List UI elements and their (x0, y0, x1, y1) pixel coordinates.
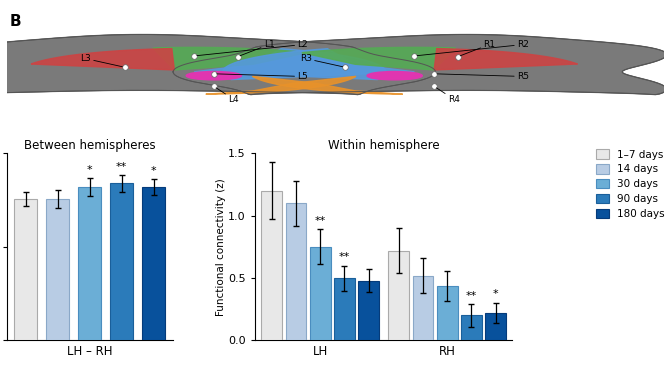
Ellipse shape (187, 71, 242, 80)
Polygon shape (223, 49, 415, 80)
Text: R3: R3 (300, 54, 343, 67)
Text: **: ** (466, 290, 477, 300)
Bar (286, 203, 307, 340)
Bar (79, 187, 101, 340)
Bar (437, 286, 458, 340)
Bar (461, 316, 482, 340)
Y-axis label: Functional connectivity (z): Functional connectivity (z) (215, 178, 225, 316)
Polygon shape (0, 34, 435, 95)
Bar (14, 199, 38, 340)
Ellipse shape (367, 71, 422, 80)
Text: **: ** (116, 162, 127, 172)
Bar (46, 199, 69, 340)
Bar (389, 250, 409, 340)
Text: *: * (151, 166, 156, 176)
Text: L4: L4 (216, 88, 239, 104)
Bar (358, 280, 379, 340)
Bar (310, 247, 331, 340)
Text: R2: R2 (417, 40, 529, 56)
Polygon shape (173, 34, 667, 95)
Polygon shape (206, 76, 356, 94)
Bar (413, 276, 433, 340)
Text: L3: L3 (81, 54, 122, 67)
Polygon shape (31, 48, 174, 70)
Text: R1: R1 (460, 40, 495, 56)
Text: R4: R4 (436, 88, 460, 104)
Text: R5: R5 (437, 72, 529, 81)
Text: **: ** (339, 252, 350, 262)
Text: **: ** (315, 216, 326, 226)
Text: *: * (493, 289, 499, 299)
Bar (110, 184, 133, 340)
Title: Within hemisphere: Within hemisphere (328, 139, 440, 152)
Text: *: * (87, 165, 93, 175)
Text: B: B (10, 14, 21, 28)
Polygon shape (302, 47, 456, 70)
Text: L1: L1 (240, 40, 274, 56)
Polygon shape (252, 76, 403, 94)
Text: L5: L5 (217, 72, 308, 81)
Bar (261, 191, 282, 340)
Bar (485, 313, 506, 340)
Bar (334, 278, 355, 340)
Bar (142, 187, 165, 340)
Polygon shape (434, 48, 578, 70)
Polygon shape (194, 49, 386, 80)
Polygon shape (153, 47, 307, 70)
Title: Between hemispheres: Between hemispheres (24, 139, 156, 152)
Text: L2: L2 (197, 40, 308, 56)
Legend: 1–7 days, 14 days, 30 days, 90 days, 180 days: 1–7 days, 14 days, 30 days, 90 days, 180… (597, 149, 665, 219)
